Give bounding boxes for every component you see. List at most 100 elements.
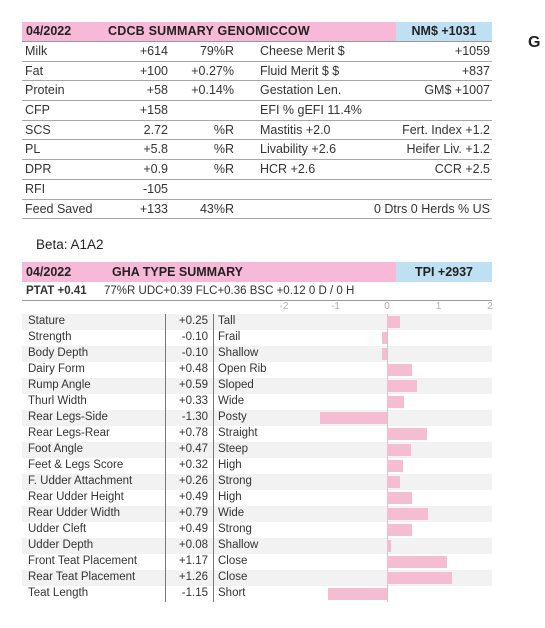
genomic-header: 04/2022 CDCB SUMMARY GENOMICCOW NM$ +103…: [22, 22, 492, 42]
trait-descriptor: Wide: [218, 395, 245, 407]
trait-bar: [387, 492, 413, 504]
chart-axis: -2 -1 0 1 2: [22, 301, 493, 314]
trait-name: Rear Teat Placement: [28, 571, 136, 583]
column-divider: [213, 426, 214, 442]
trait-value: +1.26: [178, 571, 208, 583]
genomic-row-value: +100: [139, 63, 168, 78]
trait-list: Stature +0.25 Tall Strength -0.10 Frail Body D…: [22, 314, 492, 602]
column-divider: [165, 538, 166, 554]
trait-name: Feet & Legs Score: [28, 459, 124, 471]
genomic-row: Protein +58 +0.14% Gestation Len. GM$ +1007: [22, 81, 492, 102]
zero-line: [387, 410, 388, 426]
trait-bar: [387, 476, 401, 488]
genomic-row-value: +0.9: [143, 162, 168, 177]
column-divider: [165, 586, 166, 602]
trait-value: +0.33: [178, 395, 208, 407]
trait-row: Rump Angle +0.59 Sloped: [22, 378, 492, 394]
trait-name: Teat Length: [28, 587, 89, 599]
genomic-row-value-2: CCR +2.5: [434, 162, 490, 177]
column-divider: [213, 378, 214, 394]
zero-line: [387, 346, 388, 362]
column-divider: [165, 506, 166, 522]
column-divider: [213, 522, 214, 538]
genomic-row-label-2: Cheese Merit $: [260, 44, 345, 58]
genomic-row-label: Milk: [25, 44, 48, 58]
genomic-row-reliability: %R: [213, 142, 234, 157]
column-divider: [213, 362, 214, 378]
column-divider: [213, 490, 214, 506]
genomic-row-value-2: +837: [461, 63, 490, 78]
zero-line: [387, 586, 388, 602]
column-divider: [165, 474, 166, 490]
trait-descriptor: Sloped: [218, 379, 254, 391]
genomic-row: CFP +158 EFI % gEFI 11.4%: [22, 101, 492, 121]
trait-value: +0.49: [178, 523, 208, 535]
trait-descriptor: Shallow: [218, 539, 259, 551]
trait-value: +0.47: [178, 443, 208, 455]
column-divider: [213, 410, 214, 426]
trait-value: -0.10: [181, 347, 208, 359]
trait-name: Stature: [28, 315, 66, 327]
trait-bar: [327, 588, 387, 600]
column-divider: [165, 378, 166, 394]
genomic-row-value: +5.8: [143, 142, 168, 157]
genomic-row-value: +614: [139, 44, 168, 58]
trait-descriptor: Shallow: [218, 347, 259, 359]
trait-bar: [387, 380, 418, 392]
type-title: GHA TYPE SUMMARY: [112, 265, 244, 279]
genomic-row: PL +5.8 %R Livability +2.6 Heifer Liv. +1.2: [22, 140, 492, 161]
trait-bar: [381, 332, 387, 344]
genomic-row-value-2: 0 Dtrs 0 Herds % US: [373, 201, 490, 216]
trait-name: F. Udder Attachment: [28, 475, 133, 487]
genomic-row-label-2: Gestation Len.: [260, 83, 342, 98]
genomic-row-value: 2.72: [143, 122, 168, 137]
trait-descriptor: Steep: [218, 443, 249, 455]
trait-bar: [320, 412, 387, 424]
genomic-row-value-2: GM$ +1007: [424, 83, 490, 98]
trait-bar: [387, 556, 448, 568]
genomic-row-value-2: Fert. Index +1.2: [402, 122, 490, 137]
column-divider: [213, 586, 214, 602]
trait-bar: [381, 348, 387, 360]
trait-name: Strength: [28, 331, 72, 343]
trait-bar: [387, 396, 404, 408]
tpi-badge: TPI +2937: [396, 262, 492, 282]
trait-bar: [387, 428, 428, 440]
type-summary-table: 04/2022 GHA TYPE SUMMARY TPI +2937 PTAT …: [22, 262, 493, 602]
genomic-row-label-2: Livability +2.6: [260, 142, 337, 157]
column-divider: [165, 362, 166, 378]
genomic-row-label: CFP: [25, 103, 50, 118]
column-divider: [213, 554, 214, 570]
column-divider: [165, 314, 166, 330]
ptat-details: 77%R UDC+0.39 FLC+0.36 BSC +0.12 0 D / 0…: [104, 285, 355, 297]
trait-bar: [387, 444, 412, 456]
column-divider: [213, 570, 214, 586]
trait-row: F. Udder Attachment +0.26 Strong: [22, 474, 492, 490]
trait-descriptor: Straight: [218, 427, 258, 439]
trait-row: Udder Depth +0.08 Shallow: [22, 538, 492, 554]
trait-row: Feet & Legs Score +0.32 High: [22, 458, 492, 474]
trait-value: -1.30: [181, 411, 208, 423]
type-date: 04/2022: [26, 265, 72, 279]
trait-row: Thurl Width +0.33 Wide: [22, 394, 492, 410]
genomic-row-value: -105: [142, 181, 168, 196]
genomic-date: 04/2022: [26, 24, 72, 38]
zero-line: [387, 330, 388, 346]
trait-row: Udder Cleft +0.49 Strong: [22, 522, 492, 538]
genomic-row-reliability: %R: [213, 122, 234, 137]
trait-row: Rear Teat Placement +1.26 Close: [22, 570, 492, 586]
column-divider: [213, 506, 214, 522]
genomic-row: Fat +100 +0.27% Fluid Merit $ $ +837: [22, 62, 492, 82]
trait-name: Rear Udder Height: [28, 491, 124, 503]
trait-descriptor: Strong: [218, 523, 252, 535]
trait-bar: [387, 364, 412, 376]
axis-tick-label: -2: [279, 301, 289, 312]
column-divider: [165, 570, 166, 586]
genomic-row: RFI -105: [22, 180, 492, 200]
trait-bar: [387, 524, 413, 536]
trait-row: Rear Udder Width +0.79 Wide: [22, 506, 492, 522]
side-letter: G: [528, 34, 541, 51]
trait-descriptor: Posty: [218, 411, 247, 423]
genomic-row-label: Fat: [25, 63, 44, 78]
trait-row: Front Teat Placement +1.17 Close: [22, 554, 492, 570]
